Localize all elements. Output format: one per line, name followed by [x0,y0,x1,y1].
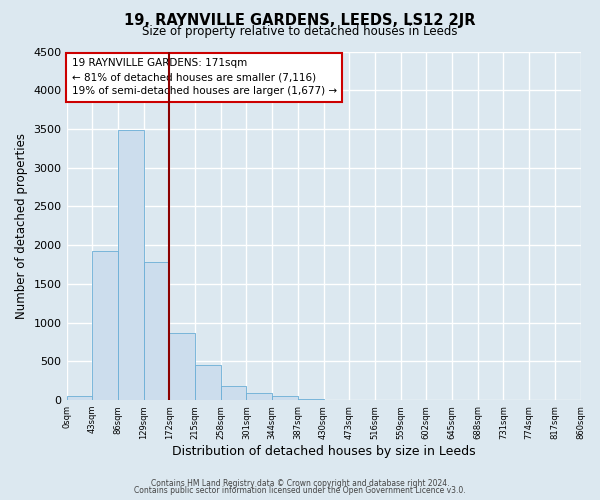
Text: Size of property relative to detached houses in Leeds: Size of property relative to detached ho… [142,25,458,38]
Bar [143,262,169,400]
Bar [195,365,221,400]
Bar [247,393,272,400]
Bar [272,396,298,400]
Bar [298,398,323,400]
X-axis label: Distribution of detached houses by size in Leeds: Distribution of detached houses by size … [172,444,475,458]
Bar [67,396,92,400]
Bar [118,130,143,400]
Text: Contains HM Land Registry data © Crown copyright and database right 2024.: Contains HM Land Registry data © Crown c… [151,478,449,488]
Text: 19 RAYNVILLE GARDENS: 171sqm
← 81% of detached houses are smaller (7,116)
19% of: 19 RAYNVILLE GARDENS: 171sqm ← 81% of de… [71,58,337,96]
Bar [92,252,118,400]
Bar [169,334,195,400]
Text: 19, RAYNVILLE GARDENS, LEEDS, LS12 2JR: 19, RAYNVILLE GARDENS, LEEDS, LS12 2JR [124,12,476,28]
Text: Contains public sector information licensed under the Open Government Licence v3: Contains public sector information licen… [134,486,466,495]
Y-axis label: Number of detached properties: Number of detached properties [15,133,28,319]
Bar [221,386,247,400]
